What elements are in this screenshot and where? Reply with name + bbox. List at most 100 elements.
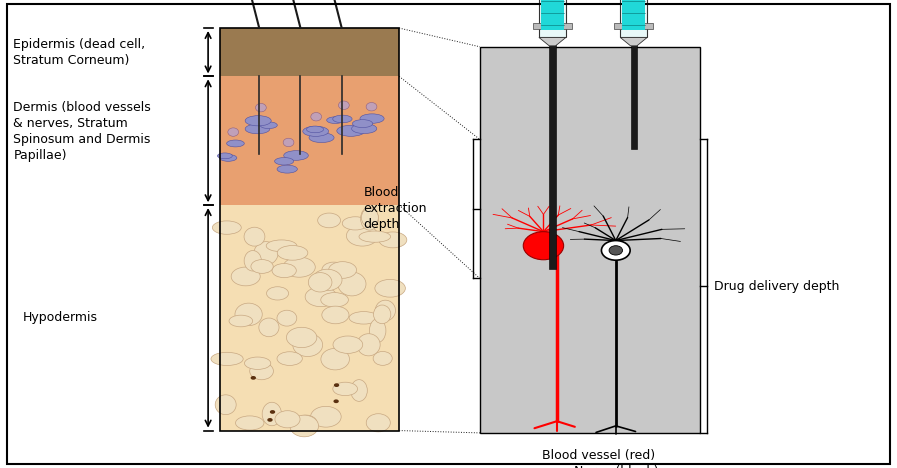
Bar <box>220 76 399 205</box>
Ellipse shape <box>353 120 372 128</box>
Ellipse shape <box>290 415 318 437</box>
Ellipse shape <box>303 126 328 136</box>
Ellipse shape <box>351 380 367 402</box>
Ellipse shape <box>217 153 232 159</box>
Ellipse shape <box>357 334 380 356</box>
Ellipse shape <box>352 124 377 133</box>
Ellipse shape <box>245 357 271 369</box>
Ellipse shape <box>262 402 282 426</box>
Ellipse shape <box>334 399 339 403</box>
Text: Blood vessel (red): Blood vessel (red) <box>542 449 656 462</box>
Ellipse shape <box>229 315 253 327</box>
Ellipse shape <box>277 246 308 260</box>
Ellipse shape <box>305 287 337 307</box>
Ellipse shape <box>338 101 349 110</box>
Text: Nerve (black): Nerve (black) <box>574 465 659 468</box>
Ellipse shape <box>601 241 630 260</box>
Ellipse shape <box>227 140 244 147</box>
Ellipse shape <box>250 376 256 380</box>
Ellipse shape <box>333 115 353 123</box>
Text: Drug delivery depth: Drug delivery depth <box>714 280 840 292</box>
Bar <box>220 28 399 76</box>
Ellipse shape <box>270 410 275 414</box>
Ellipse shape <box>307 126 324 133</box>
Ellipse shape <box>235 303 262 326</box>
Ellipse shape <box>292 333 323 357</box>
Ellipse shape <box>213 221 241 234</box>
Ellipse shape <box>373 351 392 366</box>
Ellipse shape <box>366 102 377 111</box>
Ellipse shape <box>523 232 563 260</box>
Ellipse shape <box>277 310 297 326</box>
Polygon shape <box>539 37 566 46</box>
Ellipse shape <box>295 415 318 432</box>
Ellipse shape <box>375 300 396 321</box>
Bar <box>631 37 637 149</box>
Ellipse shape <box>283 257 315 277</box>
Ellipse shape <box>379 232 407 248</box>
Ellipse shape <box>245 124 270 134</box>
Ellipse shape <box>236 416 264 430</box>
Bar <box>220 28 399 431</box>
Ellipse shape <box>275 411 300 428</box>
Ellipse shape <box>609 246 623 255</box>
Bar <box>541 0 564 30</box>
Ellipse shape <box>338 272 366 296</box>
Ellipse shape <box>277 165 297 173</box>
Ellipse shape <box>274 158 293 165</box>
Ellipse shape <box>228 128 239 136</box>
Ellipse shape <box>349 312 379 324</box>
Ellipse shape <box>366 414 390 432</box>
Ellipse shape <box>256 103 266 112</box>
Ellipse shape <box>370 319 386 343</box>
Ellipse shape <box>251 260 274 273</box>
Ellipse shape <box>309 272 332 292</box>
Ellipse shape <box>328 262 356 278</box>
Ellipse shape <box>310 406 341 427</box>
Ellipse shape <box>254 241 278 265</box>
Ellipse shape <box>283 138 294 146</box>
Ellipse shape <box>343 217 369 230</box>
Bar <box>614 23 653 29</box>
Ellipse shape <box>215 395 236 415</box>
Ellipse shape <box>244 250 261 271</box>
Ellipse shape <box>318 213 341 228</box>
Ellipse shape <box>333 382 358 395</box>
Ellipse shape <box>321 348 350 370</box>
Ellipse shape <box>309 133 334 143</box>
Ellipse shape <box>312 269 342 291</box>
Polygon shape <box>620 37 648 46</box>
Bar <box>549 37 555 269</box>
Ellipse shape <box>346 226 379 246</box>
Ellipse shape <box>310 112 321 121</box>
Ellipse shape <box>327 117 344 124</box>
Ellipse shape <box>244 227 265 246</box>
Ellipse shape <box>361 208 379 227</box>
Bar <box>533 23 572 29</box>
Bar <box>622 0 645 30</box>
Text: Dermis (blood vessels
& nerves, Stratum
Spinosum and Dermis
Papillae): Dermis (blood vessels & nerves, Stratum … <box>13 101 152 162</box>
Ellipse shape <box>321 292 348 307</box>
Ellipse shape <box>266 240 297 252</box>
Bar <box>480 47 700 433</box>
Ellipse shape <box>211 352 243 366</box>
Ellipse shape <box>249 363 274 380</box>
Ellipse shape <box>334 383 339 387</box>
Ellipse shape <box>259 318 279 336</box>
Bar <box>539 0 566 37</box>
Ellipse shape <box>245 116 271 126</box>
Ellipse shape <box>336 125 365 136</box>
Ellipse shape <box>359 231 390 242</box>
Ellipse shape <box>231 267 260 286</box>
Bar <box>620 0 648 37</box>
Ellipse shape <box>283 151 309 161</box>
Ellipse shape <box>322 262 345 278</box>
Ellipse shape <box>373 305 391 324</box>
Ellipse shape <box>260 122 277 129</box>
Ellipse shape <box>360 114 384 123</box>
Ellipse shape <box>333 336 362 353</box>
Ellipse shape <box>272 263 296 278</box>
Ellipse shape <box>277 352 302 366</box>
Ellipse shape <box>267 418 273 422</box>
Text: Blood
extraction
depth: Blood extraction depth <box>363 186 427 232</box>
